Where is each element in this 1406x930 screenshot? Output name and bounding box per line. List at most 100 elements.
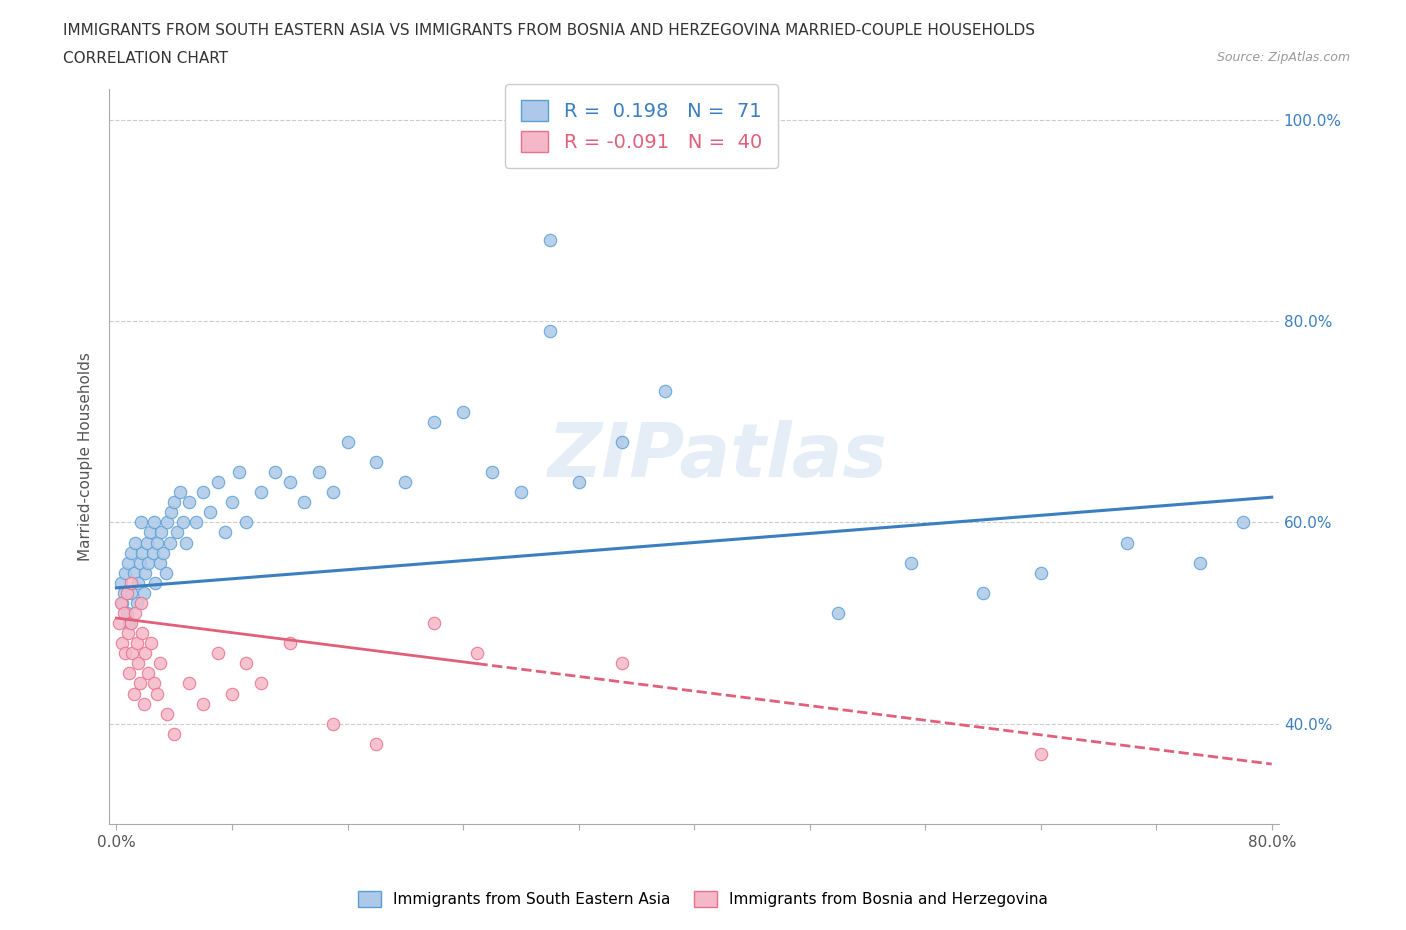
Point [120, 545, 142, 560]
Legend: Immigrants from South Eastern Asia, Immigrants from Bosnia and Herzegovina: Immigrants from South Eastern Asia, Immi… [352, 884, 1054, 913]
Point [121, 645, 143, 660]
Point [467, 645, 489, 660]
Point [308, 465, 330, 480]
Point [118, 616, 141, 631]
Point [207, 474, 229, 489]
Point [128, 555, 150, 570]
Point [112, 605, 135, 620]
Point [114, 565, 136, 580]
Point [110, 595, 132, 610]
Point [128, 676, 150, 691]
Point [1188, 555, 1211, 570]
Point [156, 515, 179, 530]
Point [117, 555, 139, 570]
Point [191, 697, 214, 711]
Point [110, 576, 132, 591]
Point [129, 515, 152, 530]
Point [610, 434, 633, 449]
Point [221, 495, 243, 510]
Point [124, 605, 146, 620]
Point [292, 495, 315, 510]
Point [177, 676, 200, 691]
Point [135, 535, 157, 550]
Point [235, 515, 257, 530]
Point [152, 545, 174, 560]
Point [111, 595, 134, 610]
Point [972, 585, 994, 600]
Point [200, 505, 222, 520]
Point [120, 585, 142, 600]
Point [131, 545, 153, 560]
Point [221, 686, 243, 701]
Point [134, 645, 156, 660]
Point [235, 656, 257, 671]
Point [214, 525, 236, 540]
Point [166, 525, 188, 540]
Point [250, 676, 273, 691]
Point [228, 465, 250, 480]
Point [122, 565, 145, 580]
Point [177, 495, 200, 510]
Point [1029, 565, 1052, 580]
Point [610, 656, 633, 671]
Point [138, 525, 160, 540]
Point [1029, 747, 1052, 762]
Point [156, 706, 179, 721]
Point [423, 414, 446, 429]
Point [394, 474, 416, 489]
Point [125, 636, 148, 651]
Point [122, 686, 145, 701]
Point [139, 636, 162, 651]
Point [169, 485, 191, 499]
Point [120, 616, 142, 631]
Point [111, 636, 134, 651]
Legend: R =  0.198   N =  71, R = -0.091   N =  40: R = 0.198 N = 71, R = -0.091 N = 40 [505, 85, 778, 167]
Point [172, 515, 194, 530]
Point [120, 576, 142, 591]
Text: CORRELATION CHART: CORRELATION CHART [63, 51, 228, 66]
Point [184, 515, 207, 530]
Point [142, 545, 165, 560]
Point [134, 565, 156, 580]
Point [567, 474, 589, 489]
Point [264, 465, 287, 480]
Point [451, 405, 474, 419]
Point [900, 555, 922, 570]
Text: IMMIGRANTS FROM SOUTH EASTERN ASIA VS IMMIGRANTS FROM BOSNIA AND HERZEGOVINA MAR: IMMIGRANTS FROM SOUTH EASTERN ASIA VS IM… [63, 23, 1035, 38]
Point [278, 474, 301, 489]
Point [132, 585, 155, 600]
Point [827, 605, 849, 620]
Point [136, 666, 159, 681]
Point [132, 697, 155, 711]
Point [131, 626, 153, 641]
Point [149, 555, 172, 570]
Point [136, 555, 159, 570]
Point [322, 485, 344, 499]
Point [538, 324, 561, 339]
Point [191, 485, 214, 499]
Text: Source: ZipAtlas.com: Source: ZipAtlas.com [1216, 51, 1350, 64]
Point [250, 485, 273, 499]
Text: ZIPatlas: ZIPatlas [547, 420, 887, 494]
Point [117, 626, 139, 641]
Point [149, 656, 172, 671]
Point [146, 535, 169, 550]
Point [163, 495, 186, 510]
Point [146, 686, 169, 701]
Point [160, 505, 183, 520]
Point [654, 384, 676, 399]
Point [115, 585, 138, 600]
Point [143, 515, 166, 530]
Point [278, 636, 301, 651]
Point [159, 535, 181, 550]
Point [163, 726, 186, 741]
Point [143, 676, 166, 691]
Point [145, 576, 167, 591]
Point [174, 535, 197, 550]
Point [481, 465, 503, 480]
Point [108, 616, 131, 631]
Point [538, 232, 561, 247]
Point [509, 485, 531, 499]
Point [150, 525, 173, 540]
Point [207, 645, 229, 660]
